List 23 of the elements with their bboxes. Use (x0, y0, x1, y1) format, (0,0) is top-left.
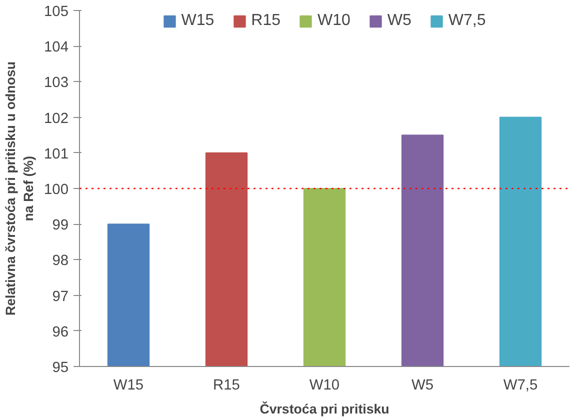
y-tick-label: 104 (44, 40, 69, 56)
y-tick-label: 97 (52, 288, 69, 305)
x-axis-title: Čvrstoća pri pritisku (260, 402, 390, 416)
y-axis-title: Relativna čvrstoća pri pritisku u odnosu na Ref (%) (3, 61, 36, 316)
y-tick-label: 95 (52, 360, 69, 376)
x-tick-label: W10 (309, 378, 340, 394)
y-tick-label: 99 (52, 218, 69, 234)
y-tick-label: 102 (44, 110, 69, 127)
x-tick-label: W5 (412, 378, 434, 394)
x-tick-label: W15 (113, 378, 144, 394)
legend-label: W5 (387, 12, 412, 30)
legend-label: W10 (318, 12, 350, 30)
legend-label: W15 (181, 12, 214, 30)
y-tick-label: 98 (52, 253, 69, 270)
y-tick-label: 105 (44, 4, 69, 20)
legend-label: W7,5 (448, 12, 486, 30)
y-tick-label: 100 (44, 182, 69, 198)
x-tick-label: R15 (213, 378, 240, 394)
y-tick-label: 103 (44, 75, 69, 92)
legend-label: R15 (251, 12, 281, 30)
x-tick-label: W7,5 (503, 378, 538, 394)
y-tick-label: 96 (52, 324, 69, 340)
y-tick-label: 101 (44, 146, 69, 162)
